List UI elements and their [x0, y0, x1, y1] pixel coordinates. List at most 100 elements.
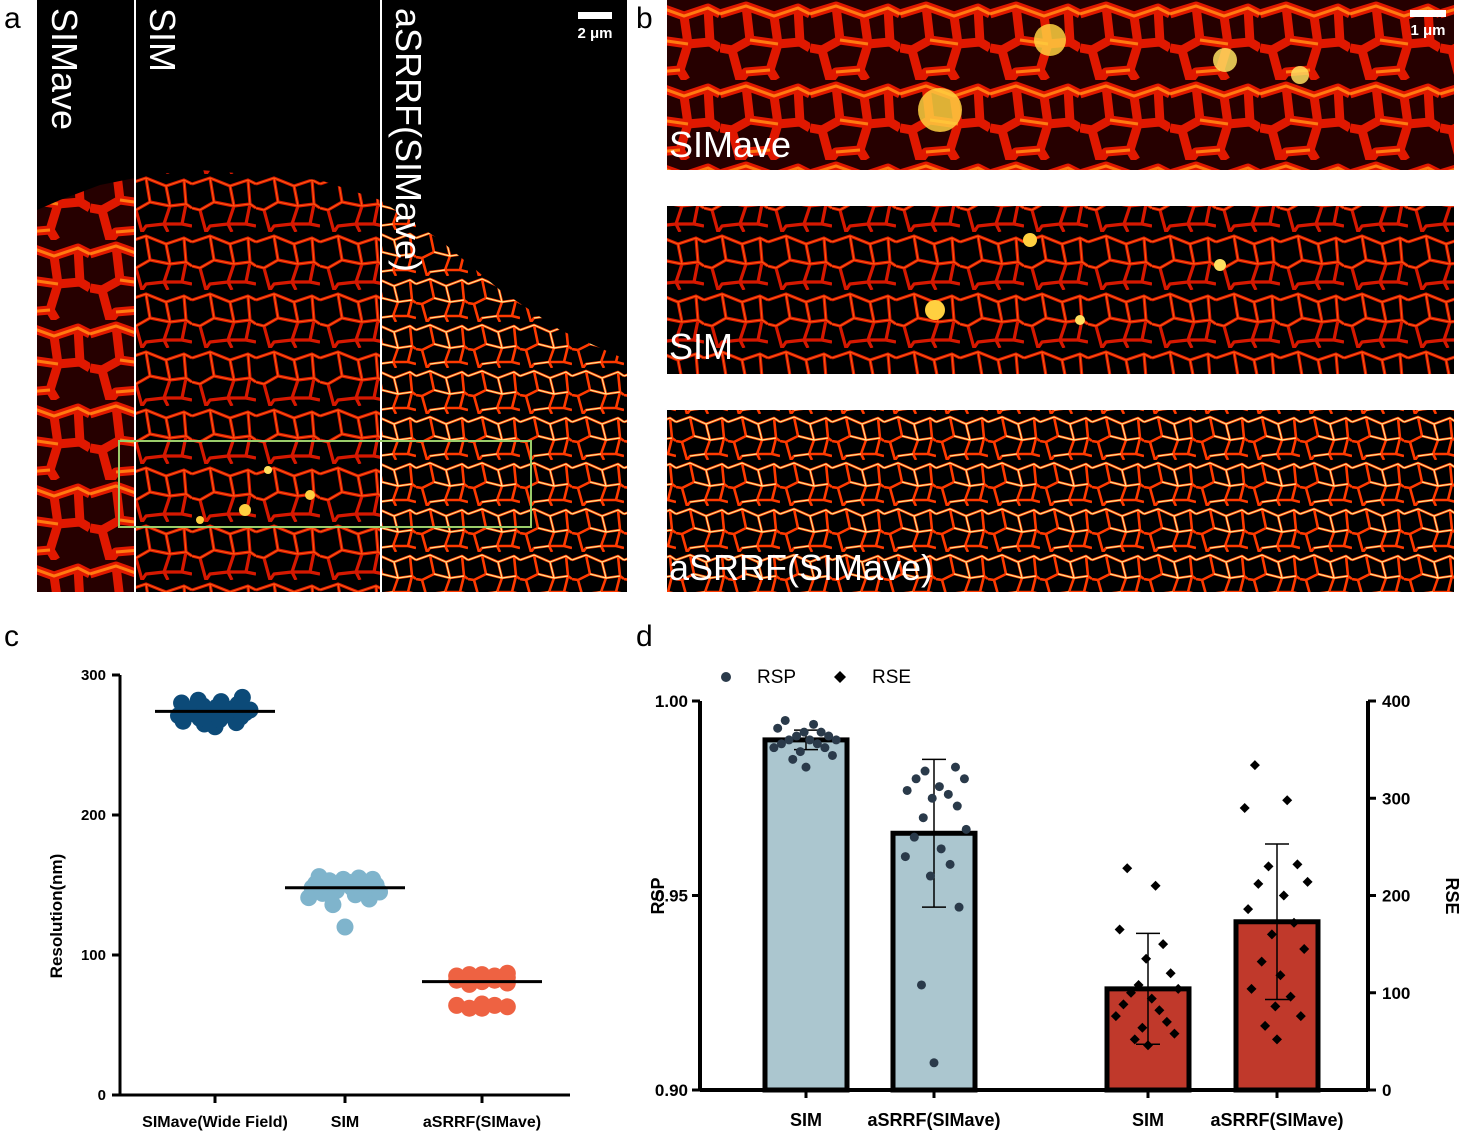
- d-rse-point: [1129, 1034, 1140, 1045]
- d-rse-point: [1256, 956, 1267, 967]
- scale-bar-a-label: 2 μm: [577, 25, 612, 42]
- c-data-point: [486, 996, 504, 1014]
- d-rse-point: [1243, 904, 1254, 915]
- c-data-point: [173, 694, 191, 712]
- strip-label-asrrf: aSRRF(SIMave): [669, 547, 933, 588]
- d-rse-point: [1137, 1022, 1148, 1033]
- d-rsp-point: [769, 743, 779, 753]
- d-rsp-point: [902, 785, 912, 795]
- scale-bar-a: [578, 12, 612, 19]
- chart-c-ylabel: Resolution(nm): [47, 854, 66, 979]
- d-rsp-point: [812, 739, 822, 749]
- d-left-tick-label: 0.95: [655, 887, 688, 906]
- d-rsp-point: [805, 735, 815, 745]
- d-rsp-point: [945, 859, 955, 869]
- c-data-point: [310, 868, 328, 886]
- column-label-asrrf: aSRRF(SIMave): [388, 8, 429, 272]
- c-data-point: [473, 966, 491, 984]
- d-rsp-point: [792, 731, 802, 741]
- d-rsp-point: [799, 727, 809, 737]
- d-rsp-point: [809, 719, 819, 729]
- c-data-point: [212, 693, 230, 711]
- d-rse-point: [1289, 917, 1299, 928]
- d-rse-point: [1263, 861, 1274, 872]
- d-rse-point: [1272, 1034, 1282, 1045]
- d-rsp-point: [929, 1058, 939, 1068]
- d-bar: [762, 737, 850, 1093]
- c-data-point: [498, 964, 516, 982]
- d-rse-point: [1122, 863, 1133, 874]
- c-data-point: [324, 896, 342, 914]
- strip-label-sim: SIM: [669, 326, 733, 367]
- legend-rse-label: RSE: [872, 667, 911, 688]
- d-rsp-point: [950, 762, 960, 772]
- d-left-tick-label: 1.00: [655, 692, 688, 711]
- legend-rsp-label: RSP: [757, 667, 796, 688]
- strip-sim: [667, 206, 1454, 374]
- d-rsp-point: [927, 793, 937, 803]
- d-rse-point: [1246, 983, 1257, 994]
- d-rsp-point: [925, 871, 935, 881]
- d-rse-point: [1114, 924, 1125, 935]
- chart-d: SIM aSRRF(SIMave) SIM aSRRF(SIMave) 0.90 0.95…: [648, 667, 1462, 1130]
- d-rse-point: [1266, 929, 1277, 940]
- d-xtick-label: SIM: [1132, 1110, 1164, 1130]
- d-rse-point: [1165, 968, 1176, 979]
- d-rsp-point: [934, 782, 944, 792]
- c-data-point: [498, 998, 516, 1016]
- d-rse-point: [1133, 979, 1144, 990]
- d-rsp-point: [788, 754, 798, 764]
- d-rse-point: [1253, 878, 1264, 889]
- d-xtick-label: SIM: [790, 1110, 822, 1130]
- d-rse-point: [1158, 939, 1169, 950]
- d-rse-point: [1161, 1016, 1172, 1027]
- c-xtick-label: SIM: [331, 1114, 359, 1131]
- d-right-tick-label: 100: [1382, 984, 1410, 1003]
- d-rse-point: [1173, 983, 1184, 994]
- d-rsp-point: [920, 766, 930, 776]
- legend-rse-marker: [834, 671, 846, 683]
- d-left-tick-label: 0.90: [655, 1081, 688, 1100]
- d-rse-point: [1275, 970, 1286, 981]
- d-rsp-point: [961, 824, 971, 834]
- c-data-point: [189, 691, 207, 709]
- c-data-point: [233, 688, 251, 706]
- c-ytick-label: 0: [98, 1087, 106, 1104]
- chart-c: 0 100 200 300 SIMave(Wide Field) SIM aSRRF(SIM…: [47, 667, 570, 1131]
- microscopy-figure: 2 μm SIMave SIM aSRRF(SIMave) 1 μm SIMav…: [37, 0, 1454, 592]
- d-rse-point: [1292, 859, 1303, 870]
- d-rsp-point: [820, 743, 830, 753]
- d-rse-point: [1110, 1011, 1121, 1022]
- d-rsp-point: [936, 844, 946, 854]
- d-rsp-point: [916, 980, 926, 990]
- d-rse-point: [1239, 802, 1250, 813]
- d-rse-point: [1260, 1020, 1271, 1031]
- d-xtick-label: aSRRF(SIMave): [1210, 1110, 1343, 1130]
- c-data-point: [336, 918, 354, 936]
- d-right-tick-label: 0: [1382, 1081, 1391, 1100]
- d-right-tick-label: 200: [1382, 887, 1410, 906]
- d-rse-point: [1141, 953, 1152, 964]
- panel-label-a: a: [4, 2, 21, 35]
- strip-label-simave: SIMave: [669, 124, 791, 165]
- legend-rsp-marker: [721, 672, 731, 682]
- d-rse-point: [1299, 943, 1310, 954]
- d-rsp-point: [943, 789, 953, 799]
- chart-d-right-label: RSE: [1442, 877, 1462, 914]
- d-rsp-point: [909, 832, 919, 842]
- scale-bar-b: [1410, 10, 1446, 17]
- d-rsp-point: [816, 727, 826, 737]
- d-rsp-point: [900, 852, 910, 862]
- d-xtick-label: aSRRF(SIMave): [867, 1110, 1000, 1130]
- c-data-point: [473, 995, 491, 1013]
- d-rsp-point: [918, 813, 928, 823]
- c-data-point: [460, 966, 478, 984]
- c-xtick-label: aSRRF(SIMave): [423, 1114, 541, 1131]
- c-ytick-label: 300: [81, 667, 106, 684]
- d-rsp-point: [795, 747, 805, 757]
- d-rsp-point: [801, 762, 811, 772]
- d-rsp-point: [827, 750, 837, 760]
- d-rse-point: [1154, 1005, 1165, 1016]
- d-rsp-point: [911, 774, 921, 784]
- column-label-simave: SIMave: [44, 8, 85, 130]
